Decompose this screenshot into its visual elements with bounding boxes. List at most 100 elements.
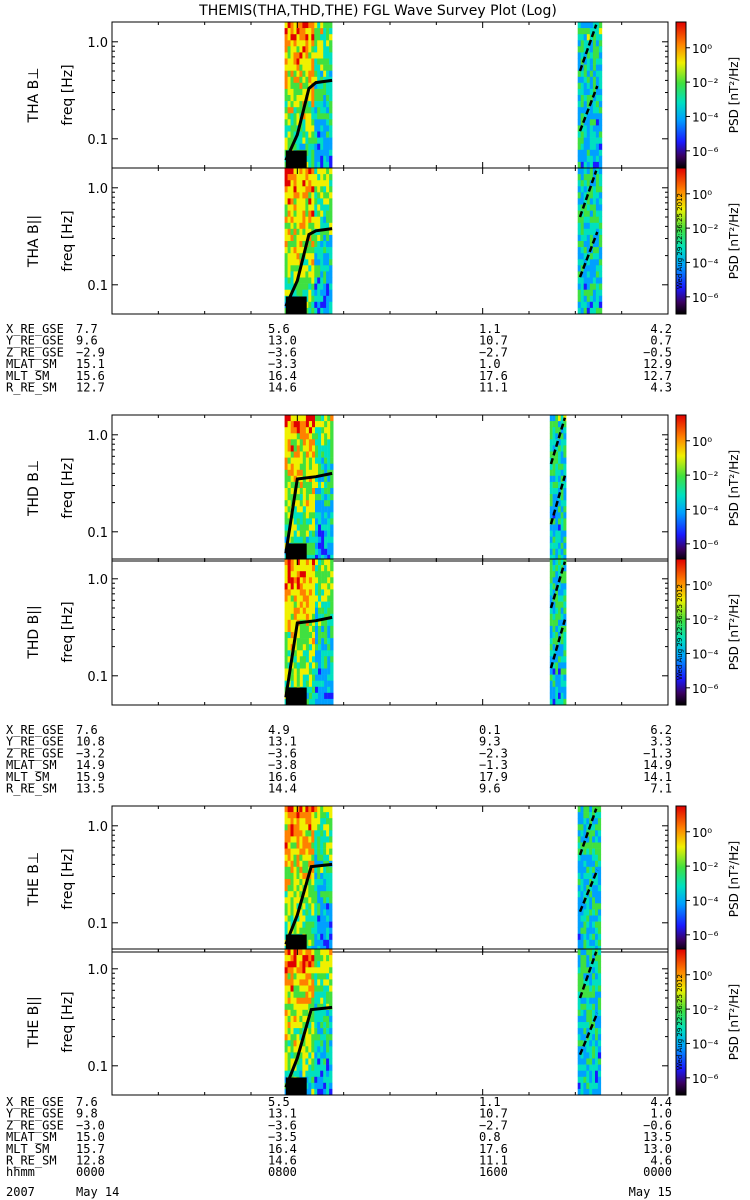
spectrogram-cell xyxy=(555,638,559,645)
spectrogram-cell xyxy=(296,82,300,90)
spectrogram-cell xyxy=(330,488,334,495)
spectrogram-cell xyxy=(555,488,559,495)
spectrogram-cell xyxy=(592,222,597,230)
spectrogram-cell xyxy=(326,939,330,947)
spectrogram-cell xyxy=(287,961,291,968)
spectrogram-cell xyxy=(320,915,324,922)
spectrogram-cell xyxy=(284,885,288,892)
spectrogram-cell xyxy=(583,915,587,922)
spectrogram-cell xyxy=(555,524,559,531)
spectrogram-cell xyxy=(326,88,330,96)
spectrogram-cell xyxy=(287,1034,291,1041)
spectrogram-cell xyxy=(324,589,328,596)
spectrogram-cell xyxy=(317,848,321,855)
spectrogram-cell xyxy=(592,101,597,108)
spectrogram-cell xyxy=(549,613,553,621)
spectrogram-cell xyxy=(302,565,307,572)
spectrogram-cell xyxy=(296,494,301,501)
spectrogram-cell xyxy=(308,879,312,886)
spectrogram-cell xyxy=(552,698,556,706)
spectrogram-cell xyxy=(305,289,309,297)
spectrogram-cell xyxy=(583,854,587,862)
spectrogram-cell xyxy=(595,155,600,163)
spectrogram-cell xyxy=(589,1058,593,1065)
spectrogram-cell xyxy=(327,625,331,633)
spectrogram-cell xyxy=(299,518,304,525)
spectrogram-cell xyxy=(311,1009,315,1017)
spectrogram-cell xyxy=(320,40,324,47)
spectrogram-cell xyxy=(287,619,291,627)
y-tick-label: 0.1 xyxy=(87,526,108,541)
spectrogram-cell xyxy=(597,1015,602,1023)
spectrogram-cell xyxy=(317,70,321,78)
spectrogram-cell xyxy=(290,662,294,669)
spectrogram-cell xyxy=(589,125,594,132)
spectrogram-cell xyxy=(329,271,333,278)
spectrogram-cell xyxy=(311,1070,315,1078)
spectrogram-cell xyxy=(577,222,581,230)
spectrogram-cell xyxy=(293,457,297,464)
spectrogram-cell xyxy=(580,836,584,843)
spectrogram-cell xyxy=(305,524,310,531)
spectrogram-cell xyxy=(323,879,327,886)
spectrogram-cell xyxy=(308,143,312,151)
spectrogram-cell xyxy=(549,674,553,681)
spectrogram-cell xyxy=(290,234,294,242)
spectrogram-cell xyxy=(555,613,559,621)
spectrogram-cell xyxy=(583,149,587,157)
spectrogram-cell xyxy=(293,973,297,980)
spectrogram-cell xyxy=(293,234,297,242)
spectrogram-cell xyxy=(586,961,590,968)
low-frequency-region xyxy=(285,687,307,705)
spectrogram-cell xyxy=(560,577,564,584)
spectrogram-cell xyxy=(308,28,312,35)
spectrogram-cell xyxy=(302,168,306,175)
spectrogram-cell xyxy=(287,137,291,144)
spectrogram-cell xyxy=(293,119,297,126)
spectrogram-cell xyxy=(597,866,602,874)
spectrogram-cell xyxy=(302,812,306,819)
spectrogram-cell xyxy=(321,680,325,688)
spectrogram-cell xyxy=(296,577,301,584)
spectrogram-cell xyxy=(311,204,315,211)
spectrogram-cell xyxy=(290,577,294,584)
spectrogram-cell xyxy=(329,119,333,126)
spectrogram-cell xyxy=(598,295,603,303)
spectrogram-cell xyxy=(549,475,553,483)
spectrogram-cell xyxy=(577,174,581,181)
spectrogram-cell xyxy=(317,228,321,236)
orbit-value: 0.8 xyxy=(479,1130,501,1144)
spectrogram-cell xyxy=(296,143,300,151)
spectrogram-cell xyxy=(293,125,297,132)
spectrogram-cell xyxy=(595,113,600,120)
spectrogram-cell xyxy=(323,854,327,862)
spectrogram-cell xyxy=(583,76,587,84)
spectrogram-cell xyxy=(311,1076,315,1084)
spectrogram-cell xyxy=(563,638,567,645)
spectrogram-cell xyxy=(311,277,315,284)
spectrogram-cell xyxy=(580,222,584,230)
spectrogram-cell xyxy=(311,259,315,266)
spectrogram-block xyxy=(577,168,603,315)
spectrogram-cell xyxy=(290,589,294,596)
spectrogram-cell xyxy=(327,415,331,422)
spectrogram-cell xyxy=(287,589,291,596)
spectrogram-cell xyxy=(315,583,319,590)
spectrogram-cell xyxy=(589,28,594,35)
spectrogram-cell xyxy=(320,903,324,910)
spectrogram-cell xyxy=(560,595,564,602)
spectrogram-cell xyxy=(324,632,328,639)
spectrogram-cell xyxy=(284,1022,288,1029)
spectrogram-cell xyxy=(323,1076,327,1084)
colorbar-tick-label: 10⁻² xyxy=(692,1003,719,1017)
spectrogram-cell xyxy=(308,674,313,681)
spectrogram-cell xyxy=(323,155,327,163)
spectrogram-cell xyxy=(324,512,328,519)
spectrogram-cell xyxy=(287,1028,291,1035)
spectrogram-cell xyxy=(592,1009,596,1017)
spectrogram-cell xyxy=(321,638,325,645)
spectrogram-cell xyxy=(597,997,602,1005)
spectrogram-cell xyxy=(317,253,321,260)
spectrogram-cell xyxy=(329,903,333,910)
spectrogram-cell xyxy=(558,650,561,657)
